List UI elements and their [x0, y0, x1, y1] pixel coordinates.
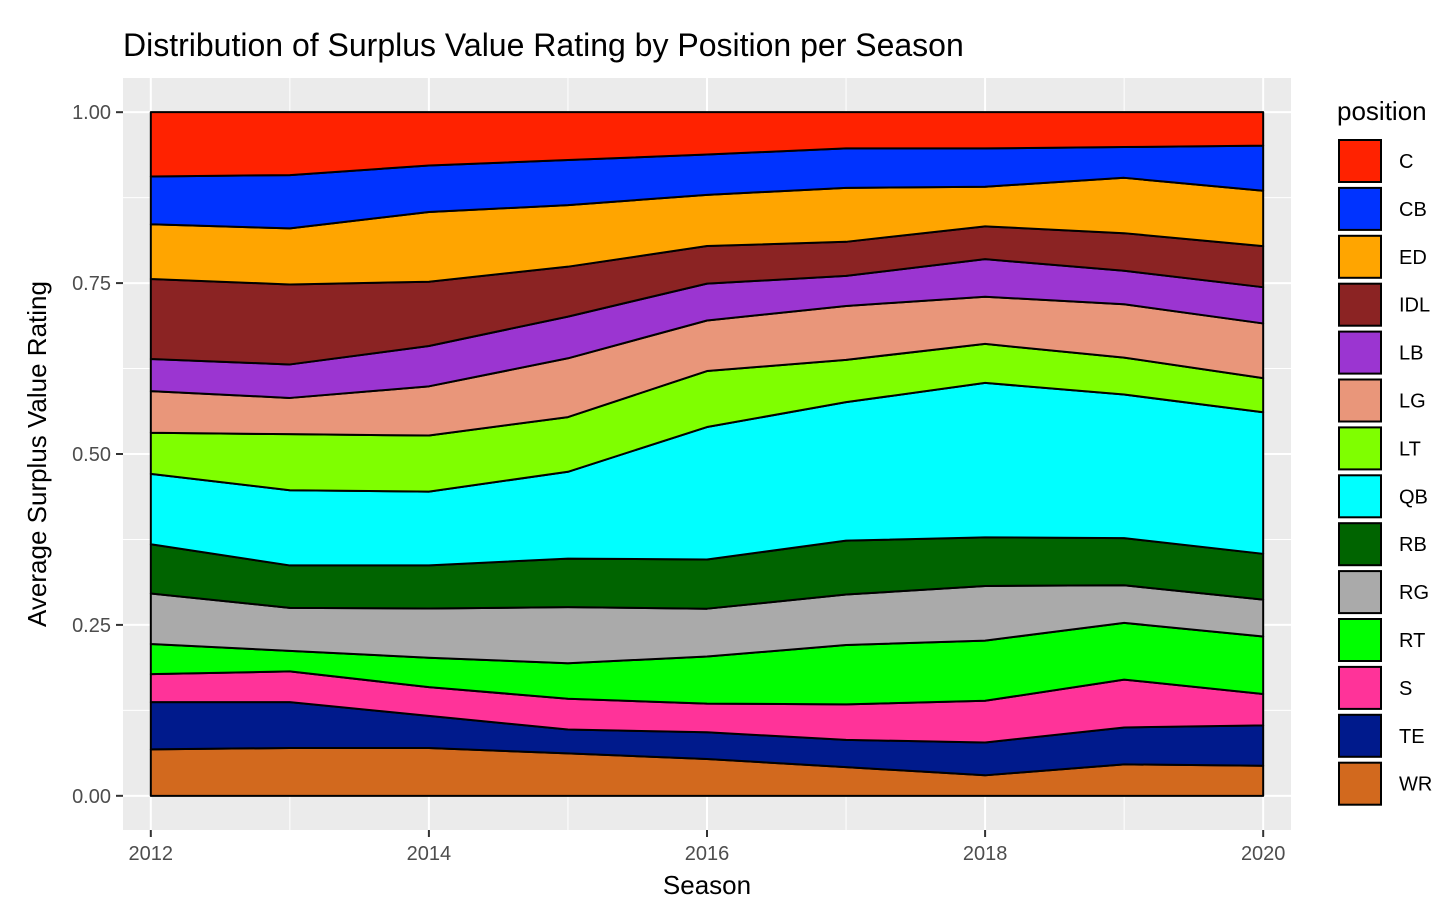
legend-swatch-c [1338, 139, 1382, 183]
legend-label-te: TE [1399, 726, 1425, 748]
x-axis-title: Season [663, 870, 751, 900]
legend-label-cb: CB [1399, 199, 1427, 221]
legend-swatch-ed [1338, 234, 1382, 279]
legend-swatch-lt [1338, 426, 1382, 471]
legend-label-rb: RB [1399, 534, 1427, 556]
legend-label-lt: LT [1399, 438, 1421, 460]
x-tick-label: 2012 [129, 843, 174, 865]
y-tick-label: 0.25 [72, 615, 111, 637]
legend-swatch-s [1338, 665, 1382, 710]
y-tick-label: 0.50 [72, 444, 111, 466]
legend-label-rg: RG [1399, 582, 1429, 604]
y-axis-title: Average Surplus Value Rating [22, 281, 52, 627]
legend-swatch-qb [1338, 474, 1382, 519]
legend-swatch-rg [1338, 570, 1382, 615]
legend-swatch-rt [1338, 618, 1382, 662]
y-tick-label: 0.75 [72, 273, 111, 295]
area-c [149, 111, 1265, 178]
x-tick-label: 2018 [963, 843, 1008, 865]
stacked-areas [149, 111, 1265, 797]
legend-label-lg: LG [1399, 391, 1426, 413]
legend-swatch-wr [1338, 761, 1382, 806]
legend-label-wr: WR [1399, 774, 1432, 796]
legend-title: position [1337, 96, 1427, 126]
legend-label-s: S [1399, 678, 1412, 700]
chart-title: Distribution of Surplus Value Rating by … [123, 27, 964, 63]
legend: position C CB ED IDL LB LG LT QB RB RG RT S TE WR [1337, 96, 1432, 806]
legend-label-qb: QB [1399, 486, 1428, 508]
x-tick-label: 2016 [685, 843, 730, 865]
legend-label-c: C [1399, 151, 1413, 173]
y-tick-label: 0.00 [72, 786, 111, 808]
legend-label-ed: ED [1399, 247, 1427, 269]
legend-label-lb: LB [1399, 343, 1423, 365]
legend-swatch-lg [1338, 378, 1382, 423]
legend-swatch-idl [1338, 282, 1382, 327]
legend-label-rt: RT [1399, 630, 1425, 652]
x-tick-label: 2020 [1241, 843, 1286, 865]
legend-swatch-rb [1338, 522, 1382, 567]
legend-swatch-lb [1338, 330, 1382, 375]
legend-swatch-cb [1338, 186, 1382, 231]
legend-swatch-te [1338, 713, 1382, 758]
y-tick-label: 1.00 [72, 102, 111, 124]
axis-ticks: 0.00 0.25 0.50 0.75 1.00 2012 2014 2016 2018 2020 [72, 102, 1285, 865]
legend-label-idl: IDL [1399, 295, 1430, 317]
x-tick-label: 2014 [407, 843, 452, 865]
